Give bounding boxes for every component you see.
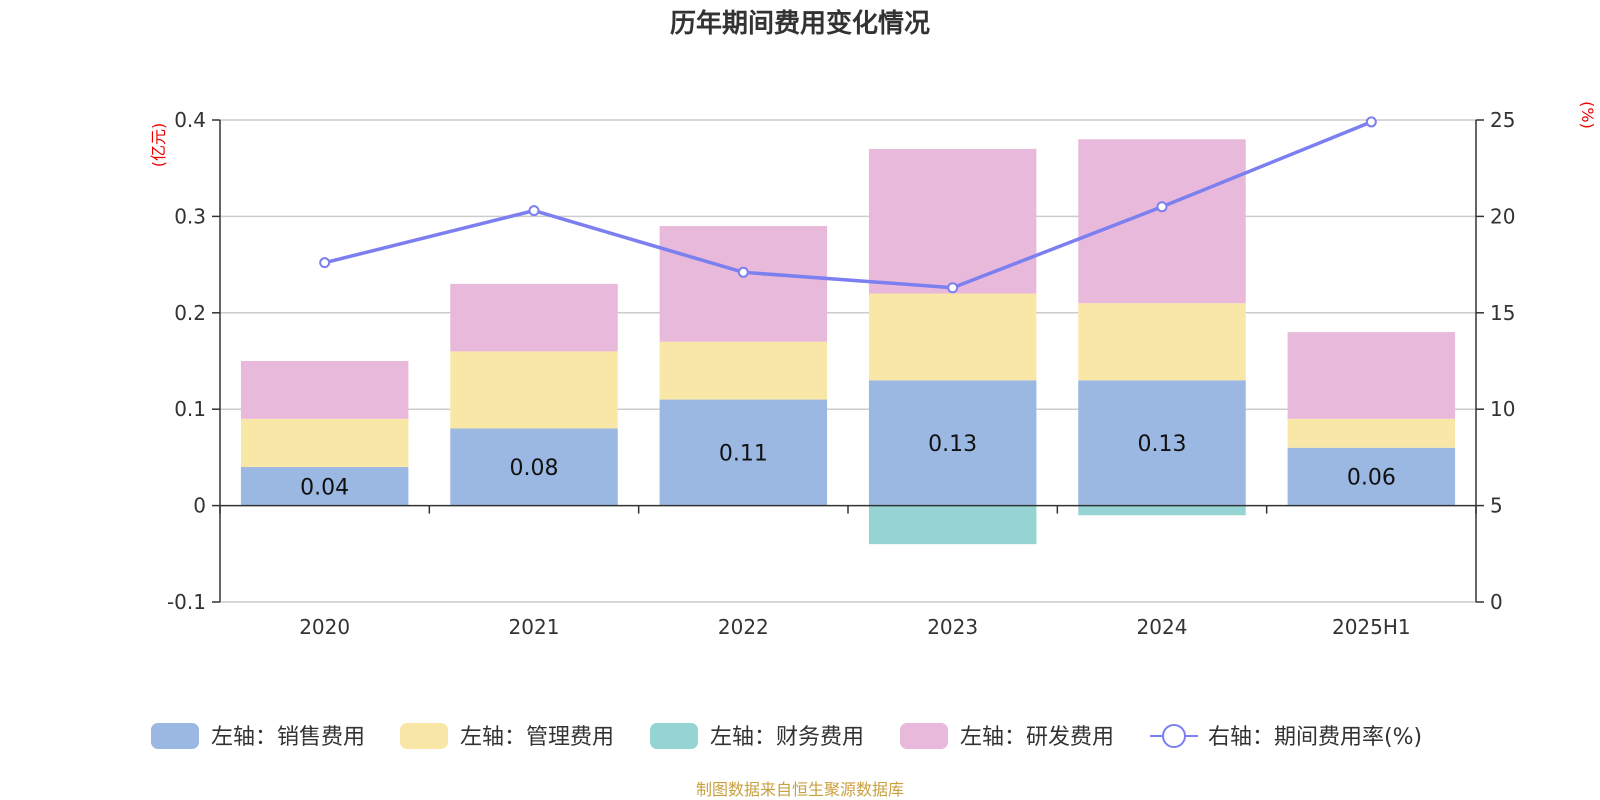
- right-axis-ticks: 0 5 10 15 20 25: [1476, 108, 1515, 614]
- bar-rd-2021: [450, 283, 618, 352]
- x-tick-label-2020: 2020: [299, 615, 350, 639]
- bar-rd-2023: [868, 148, 1037, 294]
- bar-sales-2025H1: [1287, 447, 1456, 506]
- point-rate-2022: [737, 266, 749, 278]
- bar-rd-2020: [240, 361, 409, 419]
- data-label-sales-2024: 0.13: [1138, 432, 1187, 457]
- axes: [219, 120, 1477, 602]
- chart-title: 历年期间费用变化情况: [670, 8, 930, 39]
- left-tick-label-2: 0.1: [174, 397, 206, 421]
- bar-admin-2023: [868, 293, 1037, 381]
- data-label-sales-2025H1: 0.06: [1347, 466, 1396, 491]
- bar-admin-2025H1: [1287, 418, 1456, 448]
- right-tick-label-2: 10: [1490, 397, 1515, 421]
- bar-sales-2021: [450, 428, 618, 506]
- legend-label-rd: 左轴：研发费用: [960, 725, 1114, 750]
- data-label-sales-2021: 0.08: [510, 456, 559, 481]
- point-rate-2020: [319, 257, 331, 269]
- data-label-sales-2020: 0.04: [300, 475, 349, 500]
- x-tick-label-2023: 2023: [927, 615, 978, 639]
- bar-sales-2023: [868, 380, 1037, 506]
- bar-rd-2024: [1078, 139, 1246, 304]
- right-axis-unit: (%): [1578, 101, 1597, 129]
- left-axis-unit: (亿元): [149, 123, 168, 168]
- point-rate-2025H1: [1365, 116, 1377, 128]
- data-label-sales-2022: 0.11: [719, 442, 768, 467]
- bar-series: [240, 139, 1456, 545]
- left-tick-label-4: 0.3: [174, 204, 206, 228]
- x-tick-label-2021: 2021: [509, 615, 560, 639]
- legend-swatch-finance: [650, 723, 698, 749]
- legend-label-admin: 左轴：管理费用: [460, 725, 614, 750]
- right-tick-label-5: 25: [1490, 108, 1515, 132]
- bar-finance-2023: [868, 505, 1037, 545]
- data-label-sales-2023: 0.13: [928, 432, 977, 457]
- point-rate-2024: [1156, 201, 1168, 213]
- legend-swatch-admin: [400, 723, 448, 749]
- legend-marker-circle-rate: [1162, 724, 1186, 748]
- x-tick-label-2022: 2022: [718, 615, 769, 639]
- bar-rd-2025H1: [1287, 332, 1456, 419]
- bar-admin-2024: [1078, 303, 1246, 381]
- source-note: 制图数据来自恒生聚源数据库: [696, 780, 904, 799]
- bar-admin-2022: [659, 341, 828, 400]
- grid-lines: [220, 119, 1476, 603]
- x-axis-ticks: 2020 2021 2022 2023 2024 2025H1: [299, 615, 1410, 639]
- bar-rd-2022: [659, 226, 828, 342]
- data-labels: 0.04 0.08 0.11 0.13 0.13 0.06: [300, 432, 1396, 500]
- bar-sales-2020: [240, 467, 409, 506]
- left-axis-ticks: -0.1 0 0.1 0.2 0.3 0.4: [167, 108, 220, 614]
- right-tick-label-0: 0: [1490, 590, 1503, 614]
- point-rate-2021: [528, 205, 540, 217]
- line-rate: [324, 120, 1372, 290]
- right-tick-label-1: 5: [1490, 494, 1503, 518]
- right-tick-label-3: 15: [1490, 301, 1515, 325]
- legend-swatch-sales: [151, 723, 199, 749]
- x-tick-label-2025H1: 2025H1: [1332, 615, 1411, 639]
- point-rate-2023: [947, 282, 959, 294]
- left-tick-label-5: 0.4: [174, 108, 206, 132]
- right-tick-label-4: 20: [1490, 204, 1515, 228]
- legend-label-sales: 左轴：销售费用: [211, 725, 365, 750]
- legend-swatch-rd: [900, 723, 948, 749]
- bar-sales-2022: [659, 399, 828, 506]
- legend-label-finance: 左轴：财务费用: [710, 725, 864, 750]
- left-tick-label-3: 0.2: [174, 301, 206, 325]
- line-series: [319, 116, 1377, 294]
- legend: 左轴：销售费用 左轴：管理费用 左轴：财务费用 左轴：研发费用 右轴：期间费用率(%): [151, 723, 1422, 750]
- legend-label-rate: 右轴：期间费用率(%): [1208, 725, 1422, 750]
- bar-finance-2024: [1078, 505, 1246, 516]
- bar-admin-2021: [450, 351, 618, 429]
- left-tick-label-1: 0: [193, 494, 206, 518]
- bar-sales-2024: [1078, 380, 1246, 506]
- bar-admin-2020: [240, 418, 409, 468]
- left-tick-label-0: -0.1: [167, 590, 206, 614]
- x-tick-label-2024: 2024: [1137, 615, 1188, 639]
